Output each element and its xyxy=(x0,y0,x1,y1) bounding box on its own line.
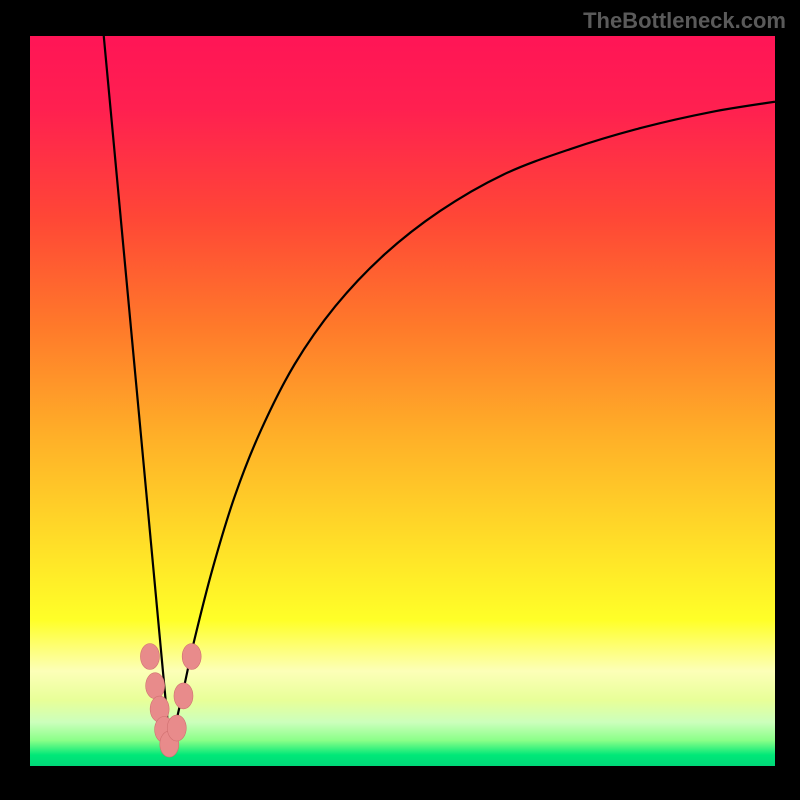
data-marker xyxy=(182,644,201,670)
bottleneck-chart xyxy=(30,36,775,766)
data-marker xyxy=(146,673,165,699)
data-marker xyxy=(140,644,159,670)
data-marker xyxy=(174,683,193,709)
data-marker xyxy=(167,715,186,741)
watermark-label: TheBottleneck.com xyxy=(583,8,786,34)
chart-container: TheBottleneck.com xyxy=(0,0,800,800)
